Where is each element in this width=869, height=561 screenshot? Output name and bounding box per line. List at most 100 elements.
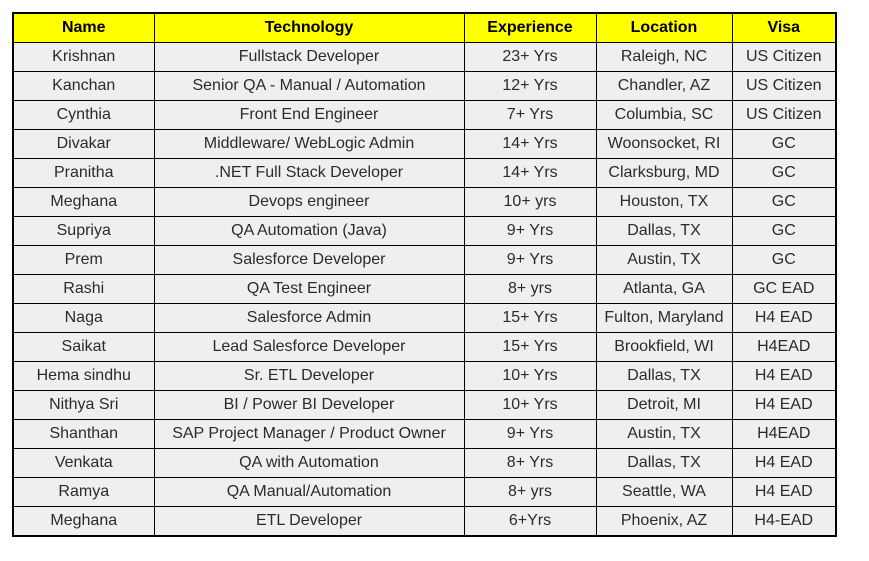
cell-visa: US Citizen (731, 42, 837, 72)
cell-experience: 14+ Yrs (463, 158, 597, 188)
cell-technology: Middleware/ WebLogic Admin (153, 129, 465, 159)
table-row: Prem Salesforce Developer 9+ Yrs Austin, TX… (12, 245, 837, 275)
cell-visa: H4EAD (731, 419, 837, 449)
cell-name: Krishnan (12, 42, 155, 72)
cell-experience: 10+ yrs (463, 187, 597, 217)
cell-location: Woonsocket, RI (595, 129, 733, 159)
cell-experience: 9+ Yrs (463, 216, 597, 246)
cell-name: Divakar (12, 129, 155, 159)
cell-technology: Salesforce Admin (153, 303, 465, 333)
cell-name: Cynthia (12, 100, 155, 130)
cell-name: Shanthan (12, 419, 155, 449)
column-header-visa: Visa (731, 12, 837, 43)
cell-technology: Senior QA - Manual / Automation (153, 71, 465, 101)
table-row: Shanthan SAP Project Manager / Product Ow… (12, 419, 837, 449)
cell-location: Seattle, WA (595, 477, 733, 507)
cell-location: Clarksburg, MD (595, 158, 733, 188)
cell-experience: 8+ yrs (463, 477, 597, 507)
table-row: Cynthia Front End Engineer 7+ Yrs Columbia,… (12, 100, 837, 130)
cell-name: Meghana (12, 187, 155, 217)
cell-visa: US Citizen (731, 100, 837, 130)
table-row: Pranitha .NET Full Stack Developer 14+ Yrs… (12, 158, 837, 188)
cell-location: Brookfield, WI (595, 332, 733, 362)
table-row: Krishnan Fullstack Developer 23+ Yrs Raleig… (12, 42, 837, 72)
table-row: Rashi QA Test Engineer 8+ yrs Atlanta, GA GC… (12, 274, 837, 304)
cell-name: Kanchan (12, 71, 155, 101)
cell-location: Dallas, TX (595, 216, 733, 246)
column-header-technology: Technology (153, 12, 465, 43)
cell-experience: 15+ Yrs (463, 332, 597, 362)
cell-name: Naga (12, 303, 155, 333)
cell-visa: GC EAD (731, 274, 837, 304)
cell-name: Rashi (12, 274, 155, 304)
column-header-location: Location (595, 12, 733, 43)
cell-experience: 8+ yrs (463, 274, 597, 304)
cell-visa: GC (731, 158, 837, 188)
cell-technology: QA Test Engineer (153, 274, 465, 304)
cell-technology: BI / Power BI Developer (153, 390, 465, 420)
cell-location: Atlanta, GA (595, 274, 733, 304)
cell-location: Austin, TX (595, 245, 733, 275)
table-row: Nithya Sri BI / Power BI Developer 10+ Yrs… (12, 390, 837, 420)
cell-visa: US Citizen (731, 71, 837, 101)
cell-location: Dallas, TX (595, 361, 733, 391)
cell-name: Supriya (12, 216, 155, 246)
cell-name: Meghana (12, 506, 155, 537)
cell-location: Austin, TX (595, 419, 733, 449)
cell-name: Pranitha (12, 158, 155, 188)
cell-visa: H4 EAD (731, 477, 837, 507)
column-header-name: Name (12, 12, 155, 43)
cell-experience: 15+ Yrs (463, 303, 597, 333)
cell-technology: Sr. ETL Developer (153, 361, 465, 391)
cell-location: Detroit, MI (595, 390, 733, 420)
cell-technology: Front End Engineer (153, 100, 465, 130)
cell-experience: 12+ Yrs (463, 71, 597, 101)
cell-technology: ETL Developer (153, 506, 465, 537)
cell-visa: GC (731, 245, 837, 275)
cell-visa: H4EAD (731, 332, 837, 362)
cell-location: Fulton, Maryland (595, 303, 733, 333)
table-row: Kanchan Senior QA - Manual / Automation 12… (12, 71, 837, 101)
cell-visa: H4 EAD (731, 448, 837, 478)
cell-technology: QA Automation (Java) (153, 216, 465, 246)
cell-visa: H4 EAD (731, 390, 837, 420)
table-row: Meghana Devops engineer 10+ yrs Houston, TX… (12, 187, 837, 217)
cell-technology: Salesforce Developer (153, 245, 465, 275)
table-row: Supriya QA Automation (Java) 9+ Yrs Dallas,… (12, 216, 837, 246)
table-body: Krishnan Fullstack Developer 23+ Yrs Raleig… (12, 42, 837, 537)
table-row: Hema sindhu Sr. ETL Developer 10+ Yrs Dalla… (12, 361, 837, 391)
cell-location: Columbia, SC (595, 100, 733, 130)
cell-location: Dallas, TX (595, 448, 733, 478)
cell-technology: QA with Automation (153, 448, 465, 478)
cell-experience: 23+ Yrs (463, 42, 597, 72)
table-row: Divakar Middleware/ WebLogic Admin 14+ Yrs… (12, 129, 837, 159)
cell-visa: GC (731, 187, 837, 217)
cell-experience: 6+Yrs (463, 506, 597, 537)
cell-location: Phoenix, AZ (595, 506, 733, 537)
table-row: Ramya QA Manual/Automation 8+ yrs Seattle, … (12, 477, 837, 507)
cell-visa: H4 EAD (731, 303, 837, 333)
cell-visa: H4-EAD (731, 506, 837, 537)
cell-visa: H4 EAD (731, 361, 837, 391)
column-header-experience: Experience (463, 12, 597, 43)
cell-experience: 9+ Yrs (463, 245, 597, 275)
cell-location: Raleigh, NC (595, 42, 733, 72)
cell-technology: .NET Full Stack Developer (153, 158, 465, 188)
table-row: Meghana ETL Developer 6+Yrs Phoenix, AZ H4-E… (12, 506, 837, 537)
cell-name: Prem (12, 245, 155, 275)
cell-visa: GC (731, 129, 837, 159)
cell-name: Saikat (12, 332, 155, 362)
cell-technology: Fullstack Developer (153, 42, 465, 72)
cell-experience: 10+ Yrs (463, 361, 597, 391)
header-row: Name Technology Experience Location Visa (12, 12, 837, 43)
cell-name: Venkata (12, 448, 155, 478)
cell-technology: Devops engineer (153, 187, 465, 217)
cell-experience: 7+ Yrs (463, 100, 597, 130)
cell-name: Hema sindhu (12, 361, 155, 391)
cell-location: Chandler, AZ (595, 71, 733, 101)
cell-technology: SAP Project Manager / Product Owner (153, 419, 465, 449)
cell-name: Nithya Sri (12, 390, 155, 420)
table-row: Saikat Lead Salesforce Developer 15+ Yrs Br… (12, 332, 837, 362)
cell-visa: GC (731, 216, 837, 246)
